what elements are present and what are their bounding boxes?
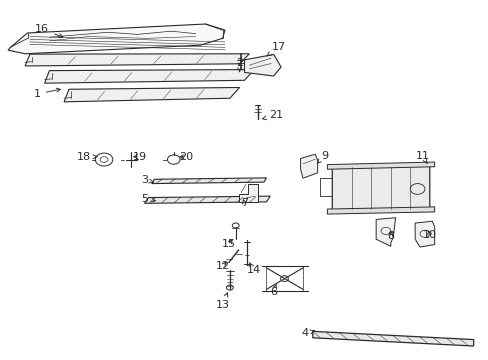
Text: 1: 1: [34, 88, 60, 99]
Polygon shape: [64, 87, 239, 102]
Polygon shape: [331, 164, 429, 211]
Text: 21: 21: [262, 111, 283, 121]
Text: 19: 19: [132, 152, 146, 162]
Polygon shape: [244, 54, 281, 76]
Polygon shape: [300, 154, 317, 178]
Text: 14: 14: [247, 262, 261, 275]
Polygon shape: [312, 331, 473, 346]
Text: 16: 16: [35, 24, 63, 37]
Text: 4: 4: [301, 328, 314, 338]
Text: 8: 8: [386, 231, 393, 240]
Text: 7: 7: [241, 198, 247, 208]
Polygon shape: [327, 162, 434, 169]
Text: 2: 2: [236, 58, 243, 72]
Polygon shape: [25, 54, 249, 66]
Text: 10: 10: [422, 230, 436, 239]
Text: 18: 18: [76, 152, 97, 162]
Text: 11: 11: [415, 150, 428, 163]
Polygon shape: [8, 24, 224, 54]
Text: 5: 5: [141, 194, 155, 204]
Polygon shape: [152, 178, 266, 184]
Polygon shape: [144, 196, 270, 203]
Polygon shape: [414, 221, 434, 247]
Polygon shape: [375, 218, 395, 246]
Text: 12: 12: [215, 261, 229, 271]
Text: 15: 15: [222, 239, 235, 249]
Text: 13: 13: [215, 293, 229, 310]
Polygon shape: [238, 184, 258, 202]
Polygon shape: [327, 207, 434, 214]
Text: 20: 20: [179, 152, 193, 162]
Text: 6: 6: [270, 284, 277, 297]
Text: 3: 3: [141, 175, 153, 185]
Text: 9: 9: [317, 150, 328, 163]
Polygon shape: [44, 69, 254, 83]
Text: 17: 17: [266, 42, 285, 56]
